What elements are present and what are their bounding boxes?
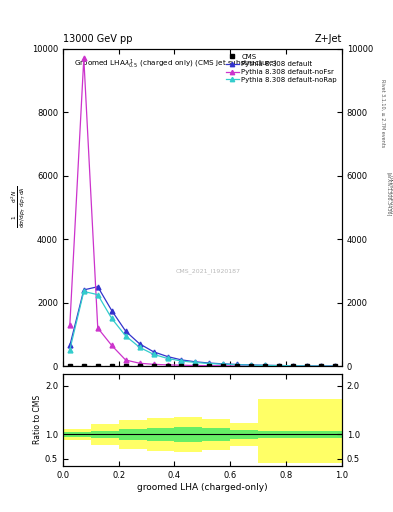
CMS — [165, 363, 170, 369]
Pythia 8.308 default-noFsr — [68, 322, 72, 328]
Pythia 8.308 default-noRap — [305, 363, 309, 369]
Pythia 8.308 default-noRap — [207, 360, 212, 367]
Pythia 8.308 default-noRap — [249, 362, 253, 368]
Pythia 8.308 default-noRap — [332, 363, 337, 369]
Y-axis label: $\frac{1}{\mathrm{d}\sigma/\mathrm{d}p_T}\,\frac{\mathrm{d}^2N}{\mathrm{d}p_T\,\: $\frac{1}{\mathrm{d}\sigma/\mathrm{d}p_T… — [9, 186, 28, 228]
CMS — [137, 363, 142, 369]
Pythia 8.308 default-noRap — [179, 358, 184, 364]
Pythia 8.308 default-noFsr — [95, 325, 100, 331]
CMS — [305, 363, 309, 369]
Pythia 8.308 default-noFsr — [305, 363, 309, 369]
Pythia 8.308 default-noFsr — [151, 361, 156, 368]
Text: 13000 GeV pp: 13000 GeV pp — [63, 33, 132, 44]
CMS — [235, 363, 240, 369]
Pythia 8.308 default-noRap — [235, 361, 240, 368]
Pythia 8.308 default — [123, 328, 128, 334]
Pythia 8.308 default-noRap — [165, 355, 170, 361]
Pythia 8.308 default — [291, 362, 296, 369]
Text: Rivet 3.1.10, ≥ 2.7M events: Rivet 3.1.10, ≥ 2.7M events — [381, 78, 386, 147]
Pythia 8.308 default-noFsr — [137, 360, 142, 366]
Pythia 8.308 default-noRap — [137, 344, 142, 350]
CMS — [95, 363, 100, 369]
Line: CMS: CMS — [68, 365, 337, 368]
Pythia 8.308 default — [332, 363, 337, 369]
Pythia 8.308 default-noFsr — [235, 363, 240, 369]
Pythia 8.308 default — [151, 349, 156, 355]
Pythia 8.308 default-noRap — [151, 351, 156, 357]
Text: mcplots.cern.ch: mcplots.cern.ch — [389, 175, 393, 214]
Y-axis label: Ratio to CMS: Ratio to CMS — [33, 395, 42, 444]
Text: CMS_2021_I1920187: CMS_2021_I1920187 — [176, 268, 241, 274]
CMS — [68, 363, 72, 369]
CMS — [179, 363, 184, 369]
Pythia 8.308 default-noFsr — [179, 362, 184, 368]
Pythia 8.308 default-noRap — [68, 347, 72, 353]
CMS — [249, 363, 253, 369]
Pythia 8.308 default-noFsr — [123, 357, 128, 363]
Pythia 8.308 default-noFsr — [109, 343, 114, 349]
Pythia 8.308 default-noFsr — [207, 362, 212, 369]
CMS — [277, 363, 281, 369]
Pythia 8.308 default — [165, 353, 170, 359]
Pythia 8.308 default — [221, 361, 226, 367]
Pythia 8.308 default — [235, 361, 240, 368]
Pythia 8.308 default-noFsr — [332, 363, 337, 369]
Pythia 8.308 default — [277, 362, 281, 369]
Pythia 8.308 default — [179, 357, 184, 363]
Pythia 8.308 default-noRap — [109, 315, 114, 322]
CMS — [109, 363, 114, 369]
X-axis label: groomed LHA (charged-only): groomed LHA (charged-only) — [137, 482, 268, 492]
Pythia 8.308 default-noRap — [277, 362, 281, 369]
Pythia 8.308 default-noRap — [81, 288, 86, 294]
Pythia 8.308 default — [109, 307, 114, 313]
Pythia 8.308 default-noFsr — [221, 362, 226, 369]
Text: Groomed LHA$\lambda^{1}_{0.5}$ (charged only) (CMS jet substructure): Groomed LHA$\lambda^{1}_{0.5}$ (charged … — [74, 58, 277, 72]
Text: Z+Jet: Z+Jet — [314, 33, 342, 44]
Pythia 8.308 default — [305, 363, 309, 369]
Pythia 8.308 default — [137, 341, 142, 347]
Pythia 8.308 default-noRap — [221, 361, 226, 367]
CMS — [123, 363, 128, 369]
Pythia 8.308 default — [81, 287, 86, 293]
CMS — [193, 363, 198, 369]
Pythia 8.308 default-noFsr — [263, 363, 268, 369]
Pythia 8.308 default-noFsr — [81, 55, 86, 61]
Line: Pythia 8.308 default: Pythia 8.308 default — [68, 284, 337, 369]
Line: Pythia 8.308 default-noFsr: Pythia 8.308 default-noFsr — [68, 56, 337, 369]
Pythia 8.308 default-noRap — [193, 359, 198, 366]
Pythia 8.308 default-noRap — [263, 362, 268, 369]
Pythia 8.308 default-noFsr — [319, 363, 323, 369]
CMS — [81, 363, 86, 369]
CMS — [319, 363, 323, 369]
Pythia 8.308 default-noFsr — [291, 363, 296, 369]
Pythia 8.308 default-noFsr — [249, 363, 253, 369]
Legend: CMS, Pythia 8.308 default, Pythia 8.308 default-noFsr, Pythia 8.308 default-noRa: CMS, Pythia 8.308 default, Pythia 8.308 … — [223, 51, 340, 86]
Line: Pythia 8.308 default-noRap: Pythia 8.308 default-noRap — [68, 289, 337, 369]
Pythia 8.308 default — [193, 359, 198, 365]
Pythia 8.308 default-noFsr — [277, 363, 281, 369]
Pythia 8.308 default — [249, 362, 253, 368]
Pythia 8.308 default — [95, 284, 100, 290]
CMS — [332, 363, 337, 369]
Text: [arXiv:1306.3436]: [arXiv:1306.3436] — [387, 173, 391, 217]
Pythia 8.308 default — [319, 363, 323, 369]
CMS — [151, 363, 156, 369]
Pythia 8.308 default-noFsr — [193, 362, 198, 369]
Pythia 8.308 default-noFsr — [165, 362, 170, 368]
Pythia 8.308 default-noRap — [95, 291, 100, 297]
Pythia 8.308 default-noRap — [291, 362, 296, 369]
Pythia 8.308 default — [68, 343, 72, 349]
Pythia 8.308 default-noRap — [123, 333, 128, 339]
Pythia 8.308 default-noRap — [319, 363, 323, 369]
CMS — [291, 363, 296, 369]
CMS — [221, 363, 226, 369]
CMS — [263, 363, 268, 369]
Pythia 8.308 default — [263, 362, 268, 368]
Pythia 8.308 default — [207, 360, 212, 366]
CMS — [207, 363, 212, 369]
